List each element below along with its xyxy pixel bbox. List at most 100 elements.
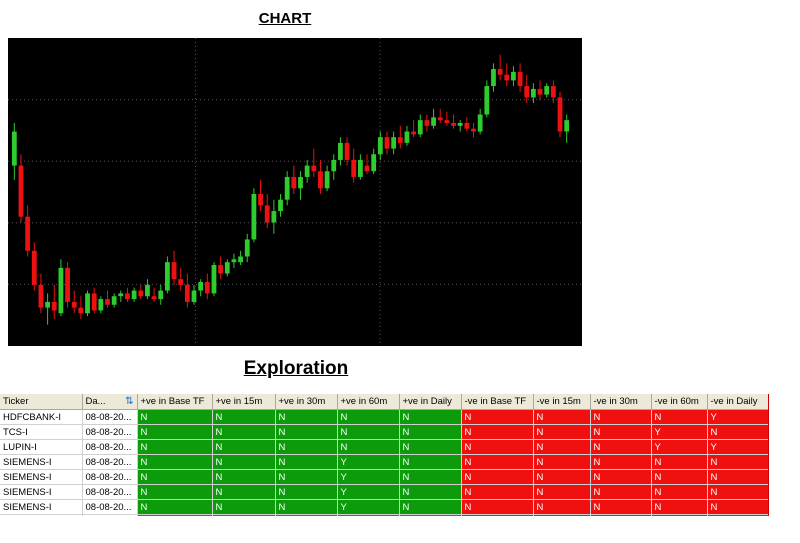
candle-body [158,290,164,300]
column-header[interactable]: +ve in Daily [399,394,462,410]
column-header[interactable]: -ve in 30m [590,394,652,410]
signal-cell: N [399,439,462,455]
column-header-label: +ve in 60m [340,396,388,407]
candle [544,83,550,98]
column-header-label: Ticker [3,396,29,407]
candle [278,194,283,217]
signal-cell: N [212,484,276,500]
candle-body [477,114,483,132]
signal-cell: N [533,409,591,425]
candle [65,262,70,308]
candle-body [244,239,250,257]
candle [31,242,37,291]
table-row[interactable]: LUPIN-I 08-08-20... N N N N N N N N Y Y [0,439,768,455]
candle [511,66,516,87]
signal-cell: N [461,514,534,516]
date-cell: 08-08-20... [82,424,138,440]
candle [384,131,390,155]
candle-body [318,171,323,189]
candlestick-chart[interactable] [8,38,582,346]
candle [238,250,243,265]
column-header[interactable]: -ve in Daily [707,394,768,410]
chart-canvas[interactable] [8,38,582,346]
signal-cell: N [707,484,768,500]
candle-body [231,259,237,263]
candle-body [151,296,157,300]
signal-cell: N [399,484,462,500]
candle-body [511,71,516,81]
candle [211,262,217,297]
column-header-label: +ve in 30m [278,396,326,407]
candle-body [364,165,370,172]
signal-cell: N [275,439,338,455]
candle [184,273,190,308]
candle-body [171,262,177,280]
candle [524,74,530,104]
candle-body [25,216,31,251]
candle [244,233,250,263]
candle [138,284,144,300]
signal-cell: N [212,454,276,470]
signal-cell: N [590,454,652,470]
candle-body [324,171,330,189]
column-header[interactable]: -ve in Base TF [461,394,534,410]
ticker-cell: SIEMENS-I [0,514,83,516]
candle-body [111,296,117,305]
column-header-label: Da... [85,396,106,407]
exploration-table[interactable]: Ticker Da... ⇅ +ve in Base TF +ve in 15m +ve … [0,394,769,516]
column-header[interactable]: +ve in 60m [337,394,400,410]
candle-body [31,250,37,285]
candle-body [198,282,204,291]
candle [411,120,417,138]
candle-body [531,88,536,98]
signal-cell: N [461,439,534,455]
column-header[interactable]: -ve in 60m [651,394,708,410]
date-cell: 08-08-20... [82,439,138,455]
candle-body [397,137,403,143]
candle [344,137,350,166]
candle-body [78,307,84,314]
candle [364,154,370,175]
candle [25,205,31,257]
sort-icon[interactable]: ⇅ [125,396,134,407]
candle [258,179,263,212]
candle-body [351,159,357,177]
signal-cell: Y [337,514,400,516]
candle-body [524,86,530,98]
signal-cell: N [651,514,708,516]
column-header[interactable]: Da... ⇅ [82,394,138,410]
candle [331,154,337,180]
table-row[interactable]: HDFCBANK-I 08-08-20... N N N N N N N N N Y [0,409,768,425]
table-row[interactable]: TCS-I 08-08-20... N N N N N N N N Y N [0,424,768,440]
candle-body [258,194,263,206]
column-header[interactable]: +ve in 15m [212,394,276,410]
signal-cell: Y [651,424,708,440]
candle-body [91,293,97,311]
candle [251,188,257,243]
candle [431,108,436,129]
signal-cell: N [461,484,534,500]
table-header-row: Ticker Da... ⇅ +ve in Base TF +ve in 15m +ve … [0,394,768,410]
signal-cell: N [337,439,400,455]
column-header[interactable]: Ticker [0,394,83,410]
ticker-cell: SIEMENS-I [0,484,83,500]
signal-cell: N [337,409,400,425]
candle-body [444,120,450,123]
candle [131,287,137,302]
candle-body [45,301,50,308]
column-header[interactable]: +ve in Base TF [137,394,213,410]
signal-cell: N [533,424,591,440]
column-header[interactable]: -ve in 15m [533,394,591,410]
column-header[interactable]: +ve in 30m [275,394,338,410]
candle [51,284,57,319]
signal-cell: N [707,499,768,515]
signal-cell: N [651,409,708,425]
candle [204,273,210,300]
candle [324,165,330,192]
signal-cell: N [275,424,338,440]
